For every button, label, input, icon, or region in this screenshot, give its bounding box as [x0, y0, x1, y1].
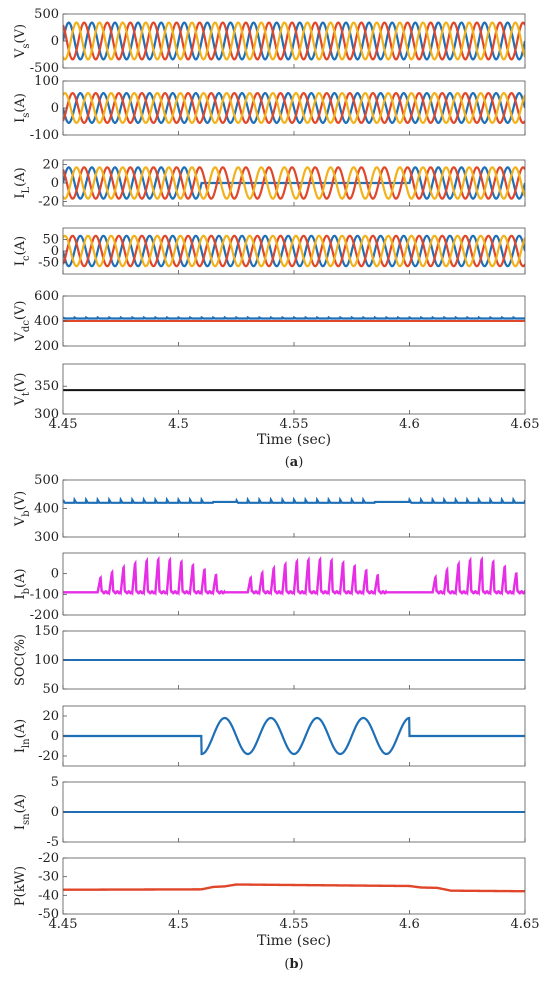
x-tick-label: 4.6	[399, 917, 420, 932]
y-tick-label: -20	[38, 194, 59, 209]
y-axis-label: Is(A)	[13, 93, 32, 123]
x-axis-label: Time (sec)	[257, 432, 331, 448]
y-tick-label: 0	[51, 34, 59, 49]
axes-frame	[62, 363, 526, 415]
subplot: 0 -100 -200 Ib(A)	[13, 552, 526, 623]
y-tick-label: 100	[34, 653, 59, 668]
subplot: 20 0 -20 Iln(A)	[13, 705, 526, 767]
panel-caption: (b)	[284, 957, 303, 972]
series-line	[63, 166, 525, 200]
x-tick-label: 4.45	[49, 917, 78, 932]
axes-frame	[62, 479, 526, 538]
y-tick-label: -200	[30, 608, 59, 623]
y-tick-label: 0	[51, 567, 59, 582]
y-tick-label: 400	[34, 502, 59, 517]
subplot: -20 -30 -40 -50 P(kW)	[13, 851, 526, 922]
panel-a: 5000-500Vs(V)1000-100Is(A)200-20IL(A)500…	[13, 7, 539, 470]
y-tick-label: 0	[51, 176, 59, 191]
series-line	[63, 883, 525, 893]
panel-b: 500400300Vb(V)0-100-200Ib(A)15010050SOC(…	[13, 473, 539, 972]
y-axis-label: Vb(V)	[13, 491, 32, 527]
y-tick-label: 150	[34, 624, 59, 639]
x-tick-label: 4.55	[280, 417, 309, 432]
y-tick-label: 50	[42, 682, 59, 697]
y-tick-label: 300	[34, 407, 59, 422]
series-line	[63, 166, 525, 200]
series-line	[63, 92, 525, 124]
y-axis-label: IL(A)	[13, 167, 32, 198]
y-tick-label: -100	[30, 587, 59, 602]
y-tick-label: -20	[38, 749, 59, 764]
y-tick-label: -50	[38, 256, 59, 271]
y-tick-label: -30	[38, 870, 59, 885]
y-tick-label: 0	[51, 101, 59, 116]
series-line	[63, 21, 525, 61]
series-line	[63, 234, 525, 268]
subplot: 5 0 -5 Isn(A)	[13, 775, 526, 850]
y-tick-label: -5	[46, 835, 59, 850]
y-axis-label: Ic(A)	[13, 236, 32, 266]
y-axis-label: Vt(V)	[13, 373, 32, 407]
y-axis-label: Vdc(V)	[13, 301, 32, 343]
y-tick-label: 200	[34, 339, 59, 354]
x-tick-label: 4.55	[280, 917, 309, 932]
y-tick-label: 20	[42, 709, 59, 724]
y-tick-label: 500	[34, 7, 59, 22]
x-tick-label: 4.5	[168, 417, 189, 432]
y-tick-label: -500	[30, 61, 59, 76]
series-line	[63, 166, 525, 200]
panel-caption: (a)	[285, 455, 304, 470]
y-tick-label: -50	[38, 907, 59, 922]
subplot: 500 0 -500 Vs(V)	[13, 7, 526, 76]
series-line	[63, 234, 525, 268]
y-tick-label: -100	[30, 128, 59, 143]
x-tick-label: 4.65	[511, 417, 540, 432]
subplot: 100 0 -100 Is(A)	[13, 74, 526, 143]
y-tick-label: 100	[34, 74, 59, 89]
subplot: 150 100 50 SOC(%)	[13, 624, 526, 697]
series-line	[63, 716, 525, 756]
y-axis-label: Iln(A)	[13, 719, 32, 753]
series-line	[63, 92, 525, 124]
series-line	[63, 315, 525, 320]
subplot: 20 0 -20 IL(A)	[13, 158, 526, 209]
x-tick-label: 4.6	[399, 417, 420, 432]
y-axis-label: Vs(V)	[13, 24, 32, 59]
y-tick-label: 300	[34, 530, 59, 545]
y-tick-label: 600	[34, 289, 59, 304]
y-axis-label: P(kW)	[13, 866, 28, 906]
series-line	[63, 21, 525, 61]
y-tick-label: 5	[51, 775, 59, 790]
y-tick-label: 350	[34, 379, 59, 394]
y-tick-label: 50	[42, 233, 59, 248]
y-axis-label: Isn(A)	[13, 794, 32, 830]
x-axis-label: Time (sec)	[257, 933, 331, 949]
y-tick-label: -20	[38, 851, 59, 866]
series-line	[63, 555, 525, 597]
y-tick-label: 400	[34, 314, 59, 329]
x-tick-label: 4.45	[49, 417, 78, 432]
y-tick-label: 0	[51, 805, 59, 820]
x-tick-label: 4.65	[511, 917, 540, 932]
y-axis-label: Ib(A)	[13, 568, 32, 599]
y-tick-label: 0	[51, 244, 59, 259]
subplot: 500-50 Ic(A)	[13, 227, 526, 275]
y-axis-label: SOC(%)	[13, 634, 28, 686]
y-tick-label: -40	[38, 888, 59, 903]
series-line	[63, 496, 525, 504]
series-line	[63, 234, 525, 268]
y-tick-label: 0	[51, 729, 59, 744]
series-line	[63, 92, 525, 124]
y-tick-label: 20	[42, 158, 59, 173]
series-line	[63, 21, 525, 61]
x-tick-label: 4.5	[168, 917, 189, 932]
y-tick-label: 500	[34, 473, 59, 488]
